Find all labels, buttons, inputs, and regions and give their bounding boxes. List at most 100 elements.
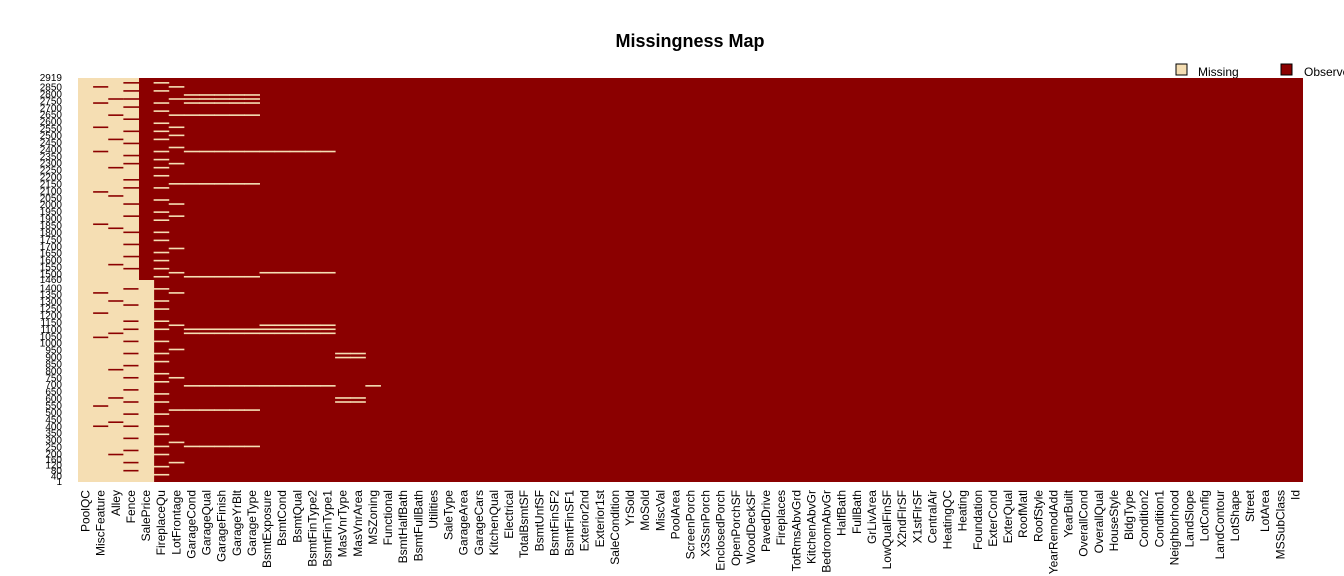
missing-line-MasVnrArea-1 <box>350 356 366 359</box>
missing-line-FireplaceQu-35 <box>153 433 170 436</box>
missing-line-GarageCond-6 <box>183 275 200 278</box>
x-tick-label: MasVnrType <box>336 490 350 558</box>
x-tick-label: RoofMatl <box>1016 490 1030 538</box>
observed-line-Fence-30 <box>123 449 139 452</box>
missing-line-BsmtCond-1 <box>274 271 291 274</box>
y-tick-label: 1150 <box>40 318 62 329</box>
missing-line-LotFrontage-9 <box>168 215 185 217</box>
missing-line-GarageCond-7 <box>183 328 200 331</box>
missing-line-GarageQual-3 <box>198 114 215 116</box>
missing-line-GarageCond-4 <box>183 150 200 153</box>
missing-line-FireplaceQu-33 <box>153 413 170 415</box>
y-tick-label: 2000 <box>40 200 63 211</box>
missing-line-GarageCond-10 <box>183 409 200 411</box>
missing-line-FireplaceQu-39 <box>153 473 170 476</box>
missing-line-BsmtFinType2-1 <box>304 271 321 274</box>
x-tick-label: Alley <box>109 490 123 516</box>
y-tick-label: 1000 <box>40 339 63 350</box>
x-tick-label: BsmtCond <box>275 490 289 546</box>
x-tick-label: Foundation <box>971 490 985 550</box>
missing-line-BsmtFinType2-0 <box>304 150 321 153</box>
observed-line-Fence-15 <box>123 255 139 258</box>
missing-line-GarageYrBlt-11 <box>229 445 245 448</box>
observed-line-MiscFeature-0 <box>93 86 109 88</box>
observed-line-Alley-3 <box>108 166 124 169</box>
missing-line-LotFrontage-16 <box>168 409 185 411</box>
y-tick-label: 2300 <box>40 159 63 170</box>
missing-line-GarageYrBlt-0 <box>229 94 245 96</box>
missing-line-GarageType-9 <box>244 385 260 387</box>
observed-line-Fence-18 <box>123 304 139 306</box>
observed-line-MiscFeature-8 <box>93 336 109 339</box>
y-tick-label: 700 <box>45 380 62 391</box>
missing-line-FireplaceQu-7 <box>153 150 170 153</box>
x-tick-label: PavedDrive <box>759 490 773 552</box>
x-tick-label: HeatingQC <box>941 490 955 550</box>
x-tick-label: Exterior1st <box>593 489 607 547</box>
y-tick-label: 1100 <box>40 325 62 336</box>
missing-line-GarageCond-11 <box>183 445 200 448</box>
missing-line-MasVnrArea-0 <box>350 352 366 355</box>
missing-line-BsmtCond-2 <box>274 324 291 327</box>
missing-line-MasVnrArea-2 <box>350 397 366 399</box>
y-tick-label: 1300 <box>40 297 63 308</box>
y-tick-label: 2750 <box>40 96 63 107</box>
observed-line-Fence-5 <box>123 130 139 133</box>
x-tick-label: ScreenPorch <box>684 490 698 559</box>
observed-line-Alley-10 <box>108 397 124 399</box>
y-tick-label: 2850 <box>40 83 63 94</box>
y-tick-label: 2800 <box>40 89 63 100</box>
x-tick-label: YearBuilt <box>1062 489 1076 537</box>
y-tick-label: 2550 <box>40 124 63 135</box>
y-tick-label: 2350 <box>40 152 63 163</box>
chart-title: Missingness Map <box>615 31 764 51</box>
observed-line-Fence-1 <box>123 90 139 92</box>
missing-line-FireplaceQu-15 <box>153 231 170 234</box>
missing-line-BsmtFinType2-5 <box>304 385 321 387</box>
missing-line-FireplaceQu-23 <box>153 308 170 310</box>
observed-line-Fence-0 <box>123 82 139 84</box>
missing-line-GarageCond-5 <box>183 183 200 185</box>
missing-line-BsmtExposure-3 <box>259 328 276 331</box>
missing-line-GarageQual-2 <box>198 102 215 104</box>
missing-line-FireplaceQu-27 <box>153 352 170 355</box>
heatmap-area <box>78 78 1303 482</box>
x-tick-label: LotConfig <box>1198 490 1212 541</box>
observed-line-Fence-4 <box>123 118 139 120</box>
missing-line-GarageQual-4 <box>198 150 215 153</box>
observed-line-Fence-23 <box>123 364 139 367</box>
observed-line-Alley-11 <box>108 421 124 423</box>
missing-cell-PoolQC <box>78 78 94 482</box>
missing-line-BsmtFinType1-4 <box>319 332 336 335</box>
missing-line-LotFrontage-1 <box>168 98 185 100</box>
missing-line-GarageType-0 <box>244 94 260 96</box>
y-tick-label: 350 <box>45 429 62 440</box>
missing-line-BsmtExposure-1 <box>259 271 276 274</box>
y-tick-label: 1 <box>56 477 62 488</box>
missing-line-FireplaceQu-20 <box>153 275 170 278</box>
missing-line-GarageQual-1 <box>198 98 215 100</box>
missing-line-BsmtQual-1 <box>289 271 306 274</box>
legend-swatch-missing <box>1175 63 1188 76</box>
missing-line-GarageCond-0 <box>183 94 200 96</box>
y-tick-label: 200 <box>45 449 62 460</box>
x-tick-label: SalePrice <box>139 490 153 542</box>
missing-line-FireplaceQu-11 <box>153 187 170 189</box>
y-tick-label: 2200 <box>40 173 63 184</box>
y-tick-label: 500 <box>45 408 62 419</box>
x-tick-label: BsmtFinSF1 <box>563 490 577 556</box>
observed-line-MiscFeature-4 <box>93 191 109 193</box>
observed-line-Fence-22 <box>123 352 139 355</box>
observed-line-Alley-7 <box>108 300 124 302</box>
missing-line-BsmtFinType2-2 <box>304 324 321 327</box>
x-tick-label: OverallQual <box>1092 490 1106 553</box>
x-tick-label: LowQualFinSF <box>880 490 894 569</box>
missing-line-GarageFinish-5 <box>214 183 230 185</box>
missing-line-LotFrontage-3 <box>168 126 185 129</box>
observed-line-Fence-24 <box>123 376 139 379</box>
x-tick-label: MoSold <box>638 490 652 531</box>
missing-line-GarageYrBlt-2 <box>229 102 245 104</box>
missing-line-BsmtFinType1-0 <box>319 150 336 153</box>
x-tick-label: Utilities <box>426 490 440 529</box>
y-tick-label: 600 <box>45 394 62 405</box>
